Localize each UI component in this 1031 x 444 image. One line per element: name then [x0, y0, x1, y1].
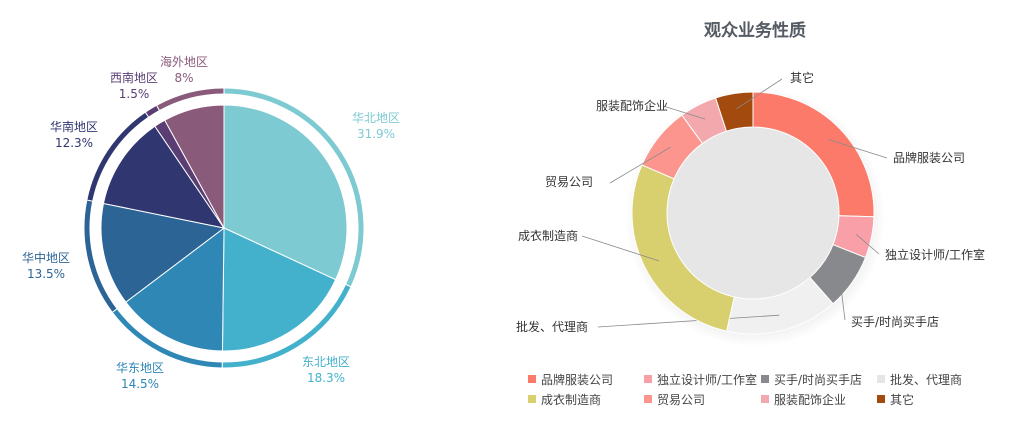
legend-item-label[interactable]: 买手/时尚买手店 — [774, 373, 862, 387]
region-label: 海外地区 — [160, 54, 208, 69]
donut-slice-label: 批发、代理商 — [516, 319, 588, 334]
region-slice[interactable] — [221, 227, 337, 352]
region-label: 东北地区 — [302, 355, 350, 369]
region-label: 华中地区 — [22, 250, 70, 265]
region-value-label: 13.5% — [27, 267, 65, 281]
region-label: 华东地区 — [116, 361, 164, 375]
legend-swatch — [644, 395, 652, 403]
region-ring-arc — [146, 106, 159, 117]
donut-slice-label: 贸易公司 — [545, 175, 593, 189]
legend-swatch — [761, 375, 769, 383]
donut-slice-label: 服装配饰企业 — [596, 98, 668, 113]
callout-line — [838, 273, 846, 321]
region-value-label: 18.3% — [307, 371, 345, 385]
donut-slice-label: 其它 — [790, 70, 814, 85]
callout-line — [736, 78, 783, 110]
region-value-label: 14.5% — [121, 377, 159, 391]
region-label: 西南地区 — [110, 70, 158, 85]
legend-swatch — [528, 395, 536, 403]
donut-slice[interactable] — [714, 91, 754, 132]
legend-item-label[interactable]: 品牌服装公司 — [541, 373, 613, 387]
chart-title: 观众业务性质 — [703, 20, 806, 41]
legend-item-label[interactable]: 服装配饰企业 — [774, 392, 846, 407]
region-value-label: 12.3% — [55, 136, 93, 150]
legend-swatch — [761, 395, 769, 403]
region-slice[interactable] — [223, 104, 348, 281]
donut-slice-label: 买手/时尚买手店 — [851, 315, 939, 329]
callout-line — [662, 105, 706, 120]
callout-line — [828, 139, 888, 159]
region-slice[interactable] — [100, 202, 226, 303]
region-label: 华北地区 — [352, 111, 400, 125]
legend-swatch — [644, 375, 652, 383]
callout-line — [856, 234, 880, 255]
legend-item-label[interactable]: 其它 — [890, 392, 914, 407]
region-value-label: 31.9% — [357, 127, 395, 141]
region-slice[interactable] — [125, 226, 225, 352]
callout-line — [597, 314, 780, 328]
region-label: 华南地区 — [50, 119, 98, 134]
legend-item-label[interactable]: 成衣制造商 — [541, 392, 601, 407]
legend-swatch — [877, 395, 885, 403]
donut-slice-label: 独立设计师/工作室 — [885, 247, 985, 262]
region-ring-arc — [84, 200, 117, 312]
business-donut: 观众业务性质品牌服装公司独立设计师/工作室买手/时尚买手店批发、代理商成衣制造商… — [516, 20, 985, 407]
region-value-label: 1.5% — [119, 87, 150, 101]
region-slice[interactable] — [164, 104, 225, 229]
region-value-label: 8% — [174, 71, 193, 85]
region-ring-arc — [224, 88, 364, 287]
callout-line — [581, 235, 660, 262]
legend-item-label[interactable]: 贸易公司 — [657, 393, 705, 407]
region-ring-arc — [87, 112, 148, 201]
callout-line — [609, 146, 671, 184]
region-pie: 华北地区 31.9% 东北地区 18.3% 华东地区 14.5% 华中地区 13.5% 华南地区… — [22, 54, 400, 391]
region-ring-arc — [222, 284, 351, 368]
region-slice[interactable] — [102, 125, 226, 229]
legend-swatch — [528, 375, 536, 383]
legend-swatch — [877, 375, 885, 383]
donut-slice-label: 品牌服装公司 — [893, 151, 965, 165]
legend-item-label[interactable]: 独立设计师/工作室 — [657, 372, 757, 387]
legend-item-label[interactable]: 批发、代理商 — [890, 372, 962, 387]
region-ring-arc — [157, 88, 224, 110]
donut-slice-label: 成衣制造商 — [518, 228, 578, 243]
region-ring-arc — [113, 309, 222, 368]
